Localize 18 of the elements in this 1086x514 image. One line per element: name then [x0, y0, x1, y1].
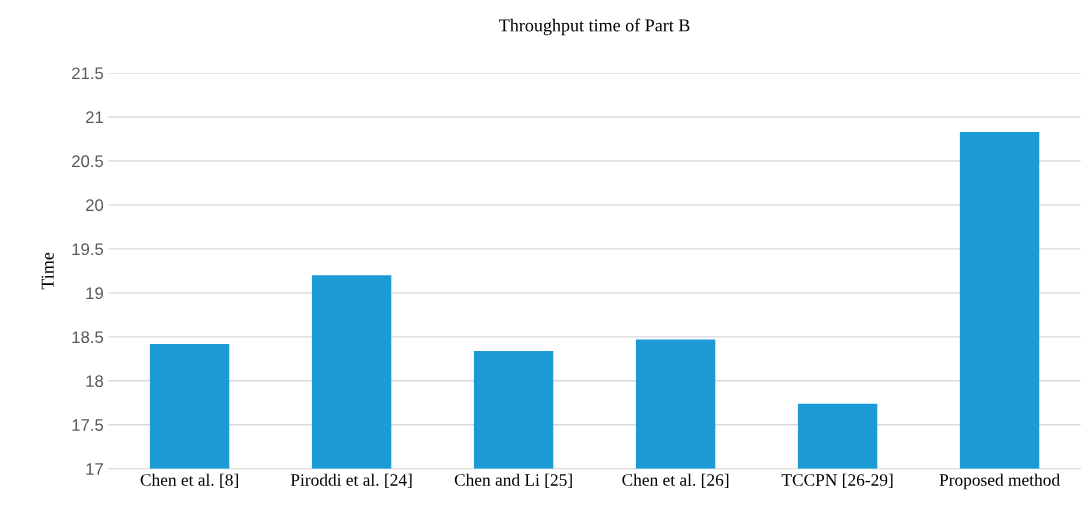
y-tick-label: 17 [86, 463, 103, 475]
chart-title: Throughput time of Part B [499, 18, 690, 36]
x-tick-label: Proposed method [939, 473, 1060, 490]
y-tick-label: 21.5 [72, 67, 104, 80]
y-tick-label: 20.5 [72, 155, 104, 168]
y-tick-label: 17.5 [72, 419, 104, 431]
x-tick-label: Chen et al. [8] [140, 473, 238, 488]
y-tick-label: 18 [86, 375, 104, 388]
x-tick-label: Piroddi et al. [24] [290, 473, 412, 488]
y-tick-label: 18.5 [72, 331, 104, 344]
x-tick-label: TCCPN [26-29] [781, 473, 893, 488]
x-tick-label: Chen and Li [25] [454, 473, 572, 488]
x-tick-label: Chen et al. [26] [622, 473, 729, 488]
y-tick-label: 21 [86, 111, 103, 123]
y-tick-label: 19 [86, 287, 103, 300]
y-tick-label: 19.5 [72, 243, 104, 256]
y-tick-label: 20 [86, 199, 104, 212]
y-axis-title: Time [41, 252, 54, 290]
